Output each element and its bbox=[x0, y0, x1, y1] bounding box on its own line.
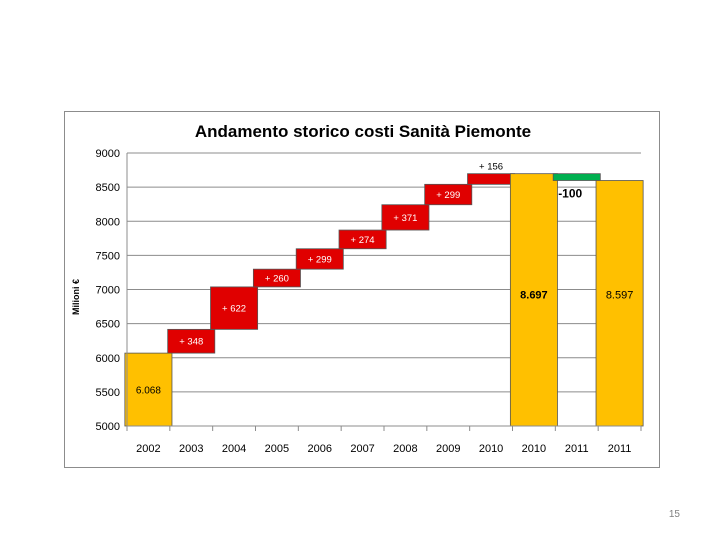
x-tick-label-2011-10: 2011 bbox=[565, 443, 589, 455]
bar-decrease-2011-10 bbox=[552, 173, 601, 181]
data-label-2006-4: + 299 bbox=[308, 254, 332, 265]
x-tick-label-2010-9: 2010 bbox=[522, 443, 546, 455]
bar-increase-2005-3 bbox=[252, 268, 301, 288]
page-number: 15 bbox=[668, 509, 680, 520]
bar-increase-2009-7 bbox=[424, 183, 473, 206]
data-label-2010-8: + 156 bbox=[479, 162, 503, 173]
bar-increase-2010-8 bbox=[467, 173, 516, 185]
y-tick-label-7000: 7000 bbox=[96, 285, 120, 297]
data-label-2003-1: + 348 bbox=[179, 337, 203, 348]
data-label-2005-3: + 260 bbox=[265, 274, 289, 285]
bar-total-2011-11 bbox=[595, 180, 644, 427]
x-tick-label-2010-8: 2010 bbox=[479, 443, 503, 455]
y-tick-label-5000: 5000 bbox=[96, 421, 120, 433]
bar-total-2002-0 bbox=[124, 352, 173, 427]
x-tick-label-2009-7: 2009 bbox=[436, 443, 460, 455]
bar-increase-2004-2 bbox=[210, 286, 259, 330]
data-label-2011-11: 8.597 bbox=[606, 289, 634, 301]
waterfall-chart: Andamento storico costi Sanità Piemonte … bbox=[71, 122, 644, 455]
bar-increase-2007-5 bbox=[338, 229, 387, 250]
data-label-2004-2: + 622 bbox=[222, 304, 246, 315]
x-tick-label-2003-1: 2003 bbox=[179, 443, 203, 455]
y-axis-label: Milioni € bbox=[71, 279, 81, 315]
data-label-2007-5: + 274 bbox=[351, 235, 375, 246]
x-tick-label-2005-3: 2005 bbox=[265, 443, 289, 455]
x-tick-label-2007-5: 2007 bbox=[350, 443, 374, 455]
bar-increase-2006-4 bbox=[295, 248, 344, 270]
bar-increase-2003-1 bbox=[167, 328, 216, 354]
data-label-2011-10: -100 bbox=[558, 187, 582, 201]
x-tick-label-2004-2: 2004 bbox=[222, 443, 246, 455]
data-label-2008-6: + 371 bbox=[393, 213, 417, 224]
chart-title: Andamento storico costi Sanità Piemonte bbox=[195, 122, 531, 141]
y-tick-label-5500: 5500 bbox=[96, 387, 120, 399]
x-tick-label-2008-6: 2008 bbox=[393, 443, 417, 455]
x-tick-label-2011-11: 2011 bbox=[608, 443, 632, 455]
y-tick-label-6000: 6000 bbox=[96, 353, 120, 365]
y-tick-label-7500: 7500 bbox=[96, 250, 120, 262]
x-tick-label-2006-4: 2006 bbox=[308, 443, 332, 455]
data-label-2009-7: + 299 bbox=[436, 190, 460, 201]
chart-frame: Andamento storico costi Sanità Piemonte … bbox=[64, 111, 660, 468]
x-tick-label-2002-0: 2002 bbox=[136, 443, 160, 455]
y-tick-label-8000: 8000 bbox=[96, 216, 120, 228]
y-tick-label-8500: 8500 bbox=[96, 182, 120, 194]
data-label-2002-0: 6.068 bbox=[136, 386, 161, 397]
data-label-2010-9: 8.697 bbox=[520, 289, 548, 301]
y-tick-label-9000: 9000 bbox=[96, 148, 120, 160]
bar-total-2010-9 bbox=[509, 173, 558, 427]
bar-increase-2008-6 bbox=[381, 204, 430, 231]
y-tick-label-6500: 6500 bbox=[96, 319, 120, 331]
